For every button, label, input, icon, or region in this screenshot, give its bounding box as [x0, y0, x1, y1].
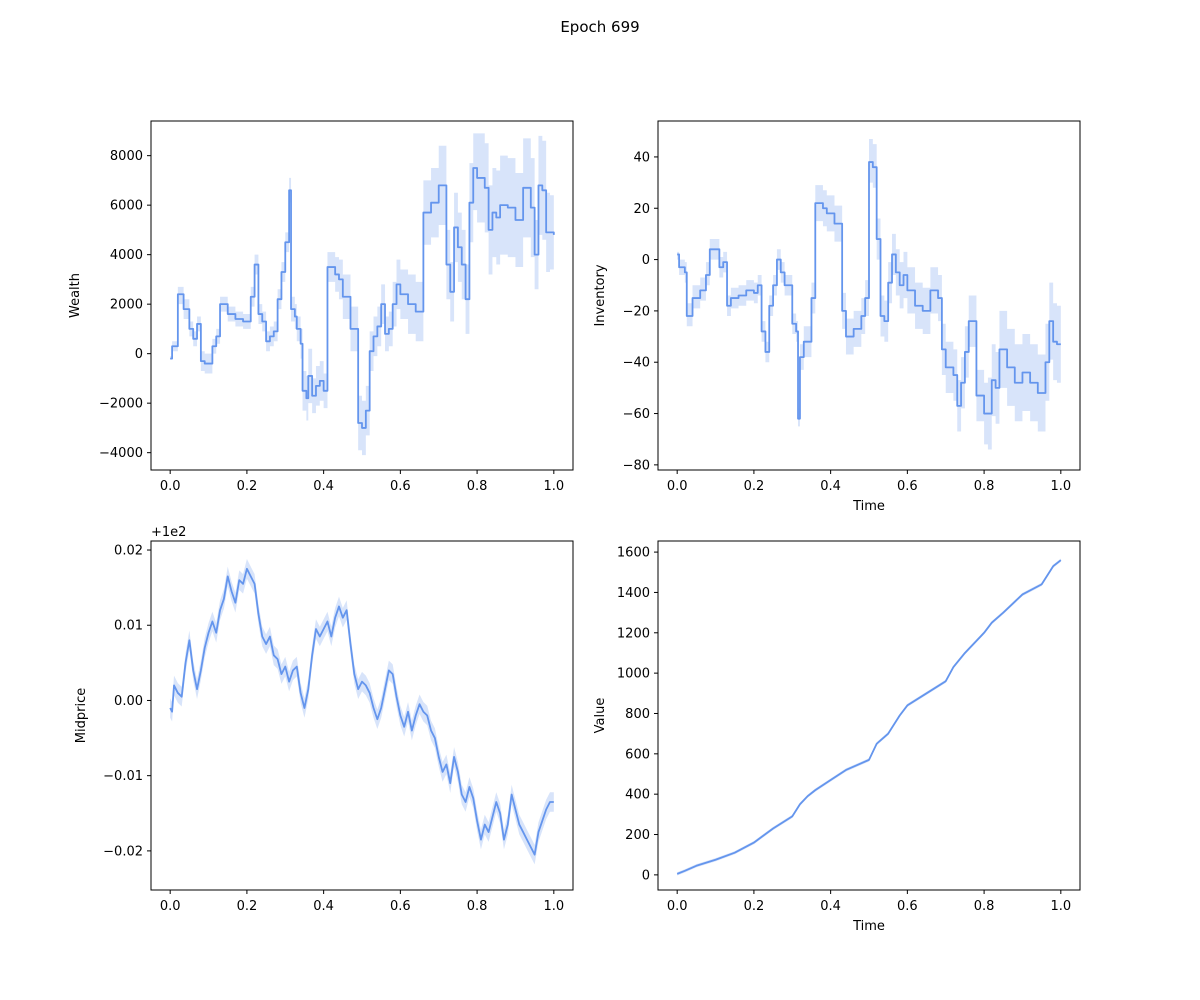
wealth-chart: 0.0 0.2 0.4 0.6 0.8 1.0 −4000 −2000 0 2000 4000 600…	[68, 120, 574, 494]
midprice-series-line	[169, 567, 554, 856]
inventory-y-tick-label: −20	[623, 304, 650, 319]
wealth-x-tick-label: 0.2	[237, 479, 258, 494]
value-y-tick-label: 400	[625, 788, 650, 803]
midprice-x-tick-label: 1.0	[543, 899, 564, 914]
inventory-x-tick-label: 0.0	[667, 479, 688, 494]
inventory-y-axis-label: Inventory	[593, 264, 608, 326]
midprice-y-tick-label: 0.02	[114, 544, 143, 559]
value-series-line	[676, 559, 1062, 875]
value-x-axis-label: Time	[852, 919, 885, 934]
wealth-y-tick-label: 8000	[110, 149, 143, 164]
wealth-x-tick-label: 1.0	[543, 479, 564, 494]
wealth-y-tick-label: 2000	[110, 298, 143, 313]
midprice-chart: 0.0 0.2 0.4 0.6 0.8 1.0 −0.02 −0.01 0.00 0.01 0.02…	[74, 525, 574, 914]
wealth-y-tick-label: 4000	[110, 248, 143, 263]
wealth-y-tick-label: 0	[135, 347, 143, 362]
plot-grid: 0.0 0.2 0.4 0.6 0.8 1.0−4000−2000020004000600…	[68, 120, 1081, 934]
value-x-tick-label: 0.2	[744, 899, 765, 914]
midprice-y-tick-label: −0.02	[103, 844, 143, 859]
midprice-x-tick-label: 0.0	[160, 899, 181, 914]
value-y-tick-label: 0	[642, 868, 650, 883]
inventory-axes-frame	[657, 120, 1081, 471]
midprice-y-axis-label: Midprice	[74, 688, 89, 743]
inventory-y-tick-label: 20	[633, 202, 650, 217]
value-y-tick-label: 600	[625, 747, 650, 762]
value-y-tick-label: 1400	[617, 586, 650, 601]
midprice-x-tick-label: 0.2	[237, 899, 258, 914]
wealth-y-tick-label: 6000	[110, 199, 143, 214]
inventory-series-line	[677, 161, 1061, 420]
wealth-axes-frame	[150, 120, 574, 471]
value-y-axis-label: Value	[593, 698, 608, 734]
inventory-y-tick-label: −60	[623, 407, 650, 422]
inventory-x-tick-label: 0.2	[744, 479, 765, 494]
midprice-x-tick-label: 0.4	[313, 899, 334, 914]
value-plot-area	[676, 558, 1062, 876]
inventory-y-tick-label: 0	[642, 253, 650, 268]
wealth-plot-area	[170, 133, 555, 456]
inventory-x-tick-label: 0.4	[820, 479, 841, 494]
value-y-tick-label: 800	[625, 707, 650, 722]
value-axes-frame	[657, 540, 1081, 891]
wealth-y-tick-label: −2000	[99, 397, 143, 412]
wealth-x-tick-label: 0.0	[160, 479, 181, 494]
wealth-series-line	[170, 167, 555, 429]
value-x-tick-label: 0.8	[974, 899, 995, 914]
value-x-tick-label: 0.6	[897, 899, 918, 914]
wealth-confidence-band	[170, 133, 554, 456]
midprice-axes-frame	[150, 540, 574, 891]
midprice-confidence-band	[170, 559, 554, 865]
midprice-plot-area	[169, 559, 554, 865]
value-y-tick-label: 1200	[617, 626, 650, 641]
midprice-x-tick-label: 0.8	[467, 899, 488, 914]
inventory-x-tick-label: 0.6	[897, 479, 918, 494]
value-confidence-band	[677, 558, 1061, 876]
wealth-y-axis-label: Wealth	[68, 273, 83, 318]
midprice-y-tick-label: 0.00	[114, 694, 143, 709]
value-y-tick-label: 1000	[617, 667, 650, 682]
inventory-x-tick-label: 0.8	[974, 479, 995, 494]
value-x-tick-label: 1.0	[1050, 899, 1071, 914]
inventory-x-axis-label: Time	[852, 499, 885, 514]
inventory-y-tick-label: −80	[623, 458, 650, 473]
value-y-tick-label: 200	[625, 828, 650, 843]
inventory-chart: 0.0 0.2 0.4 0.6 0.8 1.0 −80 −60 −40 −20 0 20 40 Inven…	[593, 120, 1081, 514]
midprice-y-tick-label: 0.01	[114, 619, 143, 634]
value-x-tick-label: 0.0	[667, 899, 688, 914]
wealth-x-tick-label: 0.4	[313, 479, 334, 494]
inventory-y-tick-label: −40	[623, 356, 650, 371]
inventory-y-tick-label: 40	[633, 150, 650, 165]
midprice-y-tick-label: −0.01	[103, 769, 143, 784]
wealth-y-tick-label: −4000	[99, 446, 143, 461]
inventory-x-tick-label: 1.0	[1050, 479, 1071, 494]
value-x-tick-label: 0.4	[820, 899, 841, 914]
value-chart: 0.0 0.2 0.4 0.6 0.8 1.0 0 200 400 600 800 1000 1200 1…	[593, 540, 1081, 934]
inventory-plot-area	[677, 138, 1061, 450]
figure-suptitle: Epoch 699	[560, 18, 639, 36]
wealth-x-tick-label: 0.8	[467, 479, 488, 494]
wealth-x-tick-label: 0.6	[390, 479, 411, 494]
midprice-x-tick-label: 0.6	[390, 899, 411, 914]
midprice-offset-text: +1e2	[151, 525, 186, 540]
value-y-tick-label: 1600	[617, 546, 650, 561]
